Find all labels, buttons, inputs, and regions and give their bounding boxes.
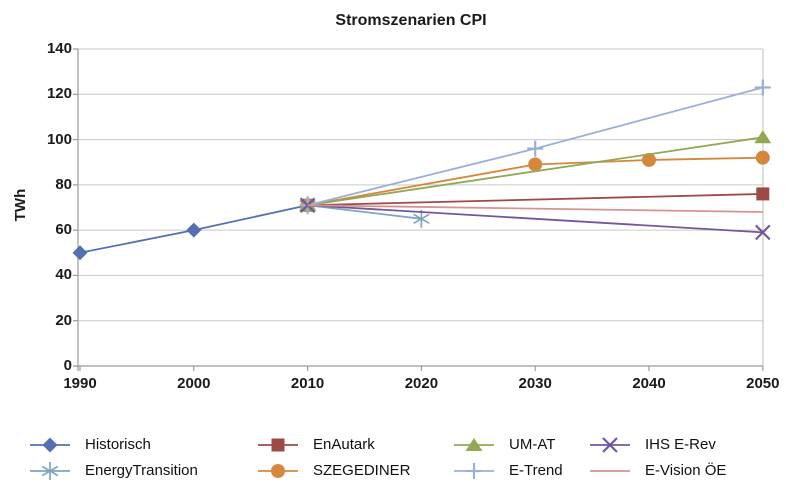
- legend-marker-glyph-SZEGEDINER: [271, 464, 285, 478]
- legend-label-SZEGEDINER: SZEGEDINER: [313, 462, 411, 479]
- legend-label-Historisch: Historisch: [85, 436, 151, 453]
- series-line-EnergyTransition: [307, 204, 422, 220]
- series-line-UM-AT: [307, 136, 763, 207]
- legend-marker-UM-AT: [454, 438, 494, 451]
- y-tick-label-140: 140: [46, 40, 72, 57]
- series-line-IHS E-Rev: [307, 204, 763, 234]
- x-tick-label-2030: 2030: [518, 375, 552, 392]
- legend-item-UM-AT: UM-AT: [452, 433, 555, 457]
- legend-marker-Historisch: [30, 437, 70, 453]
- x-tick-label-2000: 2000: [177, 375, 211, 392]
- legend-marker-EnergyTransition: [30, 462, 70, 480]
- legend-marker-glyph-E-Trend: [466, 463, 482, 479]
- y-tick-label-100: 100: [46, 130, 72, 148]
- legend-label-EnAutark: EnAutark: [313, 436, 375, 453]
- series-marker-UM-AT-2050: [754, 130, 772, 144]
- legend-item-EnergyTransition: EnergyTransition: [28, 459, 198, 483]
- series-marker-Historisch-2000: [186, 222, 202, 238]
- legend-marker-glyph-IHS E-Rev: [602, 437, 618, 453]
- legend-marker-glyph-UM-AT: [465, 438, 483, 451]
- legend-marker-glyph-Historisch: [42, 437, 58, 453]
- legend-label-E-Trend: E-Trend: [509, 462, 563, 479]
- legend-label-UM-AT: UM-AT: [509, 436, 556, 453]
- series-marker-E-Trend-2050: [754, 79, 771, 96]
- series-marker-Historisch-1990: [72, 245, 88, 261]
- legend-marker-E-Vision ÖE: [590, 470, 630, 472]
- legend-marker-EnAutark: [258, 438, 298, 452]
- series-marker-E-Trend-2030: [527, 140, 544, 157]
- legend-marker-SZEGEDINER: [258, 464, 298, 478]
- legend-item-SZEGEDINER: SZEGEDINER: [256, 459, 411, 483]
- series-marker-EnAutark-2050: [756, 187, 770, 201]
- series-marker-IHS E-Rev-2050: [755, 224, 771, 241]
- legend-marker-IHS E-Rev: [590, 437, 630, 453]
- x-tick-label-2040: 2040: [632, 375, 666, 392]
- series-line-EnAutark: [307, 193, 763, 207]
- legend-marker-glyph-EnergyTransition: [41, 462, 59, 480]
- legend-item-EnAutark: EnAutark: [256, 433, 375, 457]
- legend-item-IHS E-Rev: IHS E-Rev: [588, 433, 716, 457]
- x-tick-label-2010: 2010: [290, 375, 325, 392]
- y-tick-label-120: 120: [46, 85, 72, 103]
- legend-label-IHS E-Rev: IHS E-Rev: [645, 436, 716, 453]
- y-tick-label-0: 0: [63, 357, 72, 374]
- y-tick-label-20: 20: [55, 311, 72, 329]
- series-marker-SZEGEDINER-2040: [642, 152, 656, 167]
- y-tick-label-60: 60: [55, 221, 72, 239]
- series-marker-SZEGEDINER-2030: [528, 157, 543, 172]
- y-tick-label-40: 40: [55, 266, 72, 284]
- legend-item-Historisch: Historisch: [28, 433, 151, 457]
- legend-marker-glyph-EnAutark: [271, 438, 285, 452]
- x-tick-label-2020: 2020: [404, 375, 439, 392]
- legend-label-EnergyTransition: EnergyTransition: [85, 462, 198, 479]
- legend-item-E-Vision ÖE: E-Vision ÖE: [588, 459, 726, 483]
- chart-title: Stromszenarien CPI: [335, 12, 487, 29]
- x-tick-label-2050: 2050: [746, 375, 780, 392]
- y-tick-label-80: 80: [55, 175, 72, 193]
- x-tick-label-1990: 1990: [63, 375, 97, 392]
- legend-item-E-Trend: E-Trend: [452, 459, 563, 483]
- series-marker-SZEGEDINER-2050: [755, 150, 770, 165]
- legend-marker-E-Trend: [454, 463, 494, 479]
- legend-label-E-Vision ÖE: E-Vision ÖE: [645, 462, 727, 479]
- series-line-E-Vision ÖE: [307, 204, 763, 213]
- plot-canvas: [72, 48, 772, 371]
